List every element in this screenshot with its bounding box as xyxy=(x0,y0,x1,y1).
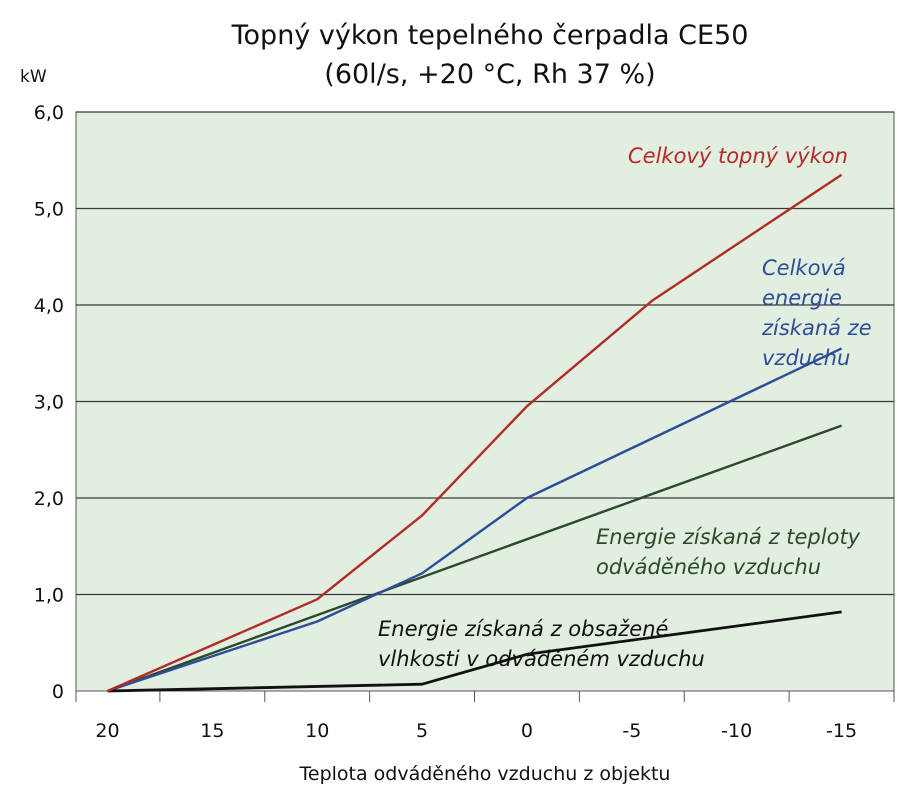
series-line-2 xyxy=(107,347,843,693)
y-axis-unit: kW xyxy=(20,67,47,87)
x-tick-label: -5 xyxy=(622,720,641,742)
y-tick-label: 2,0 xyxy=(34,488,64,510)
annotation-label: Energie získaná z teploty xyxy=(596,525,861,549)
gridlines xyxy=(76,111,894,596)
chart-title: Topný výkon tepelného čerpadla CE50 xyxy=(231,20,749,51)
y-tick-label: 6,0 xyxy=(34,102,64,124)
y-tick-label: 1,0 xyxy=(34,585,64,607)
annotation-label: Celkový topný výkon xyxy=(628,144,848,168)
annotation-label: odváděného vzduchu xyxy=(596,555,821,579)
y-tick-label: 0 xyxy=(52,681,64,703)
annotation-label: energie xyxy=(762,286,842,310)
series-annotations: Celkový topný výkon Celková energie získaná… xyxy=(378,144,872,671)
x-axis-label: Teplota odváděného vzduchu z objektu xyxy=(299,763,671,785)
annotation-label: vlhkosti v odváděném vzduchu xyxy=(378,647,705,671)
chart-subtitle: (60l/s, +20 °C, Rh 37 %) xyxy=(324,59,655,90)
annotation-label: Celková xyxy=(762,256,846,280)
y-tick-label: 4,0 xyxy=(34,295,64,317)
series-line-4 xyxy=(107,610,842,693)
annotation-label: Energie získaná z obsažené xyxy=(378,617,669,641)
annotation-label: získaná ze xyxy=(761,316,872,340)
x-tick-label: 10 xyxy=(305,720,329,742)
x-tick-label: 5 xyxy=(416,720,428,742)
x-tick-label: 0 xyxy=(521,720,533,742)
series-line-3 xyxy=(107,424,843,693)
x-tick-label: -10 xyxy=(721,720,752,742)
x-axis-ticks: 20 15 10 5 0 -5 -10 -15 xyxy=(75,691,895,742)
y-axis-ticks: 0 1,0 2,0 3,0 4,0 5,0 6,0 xyxy=(34,102,64,703)
x-tick-label: -15 xyxy=(826,720,857,742)
series-lines xyxy=(107,173,843,693)
annotation-label: vzduchu xyxy=(762,346,850,370)
y-tick-label: 5,0 xyxy=(34,199,64,221)
x-tick-label: 20 xyxy=(95,720,119,742)
series-line-1 xyxy=(107,173,843,693)
y-tick-label: 3,0 xyxy=(34,392,64,414)
x-tick-label: 15 xyxy=(200,720,224,742)
